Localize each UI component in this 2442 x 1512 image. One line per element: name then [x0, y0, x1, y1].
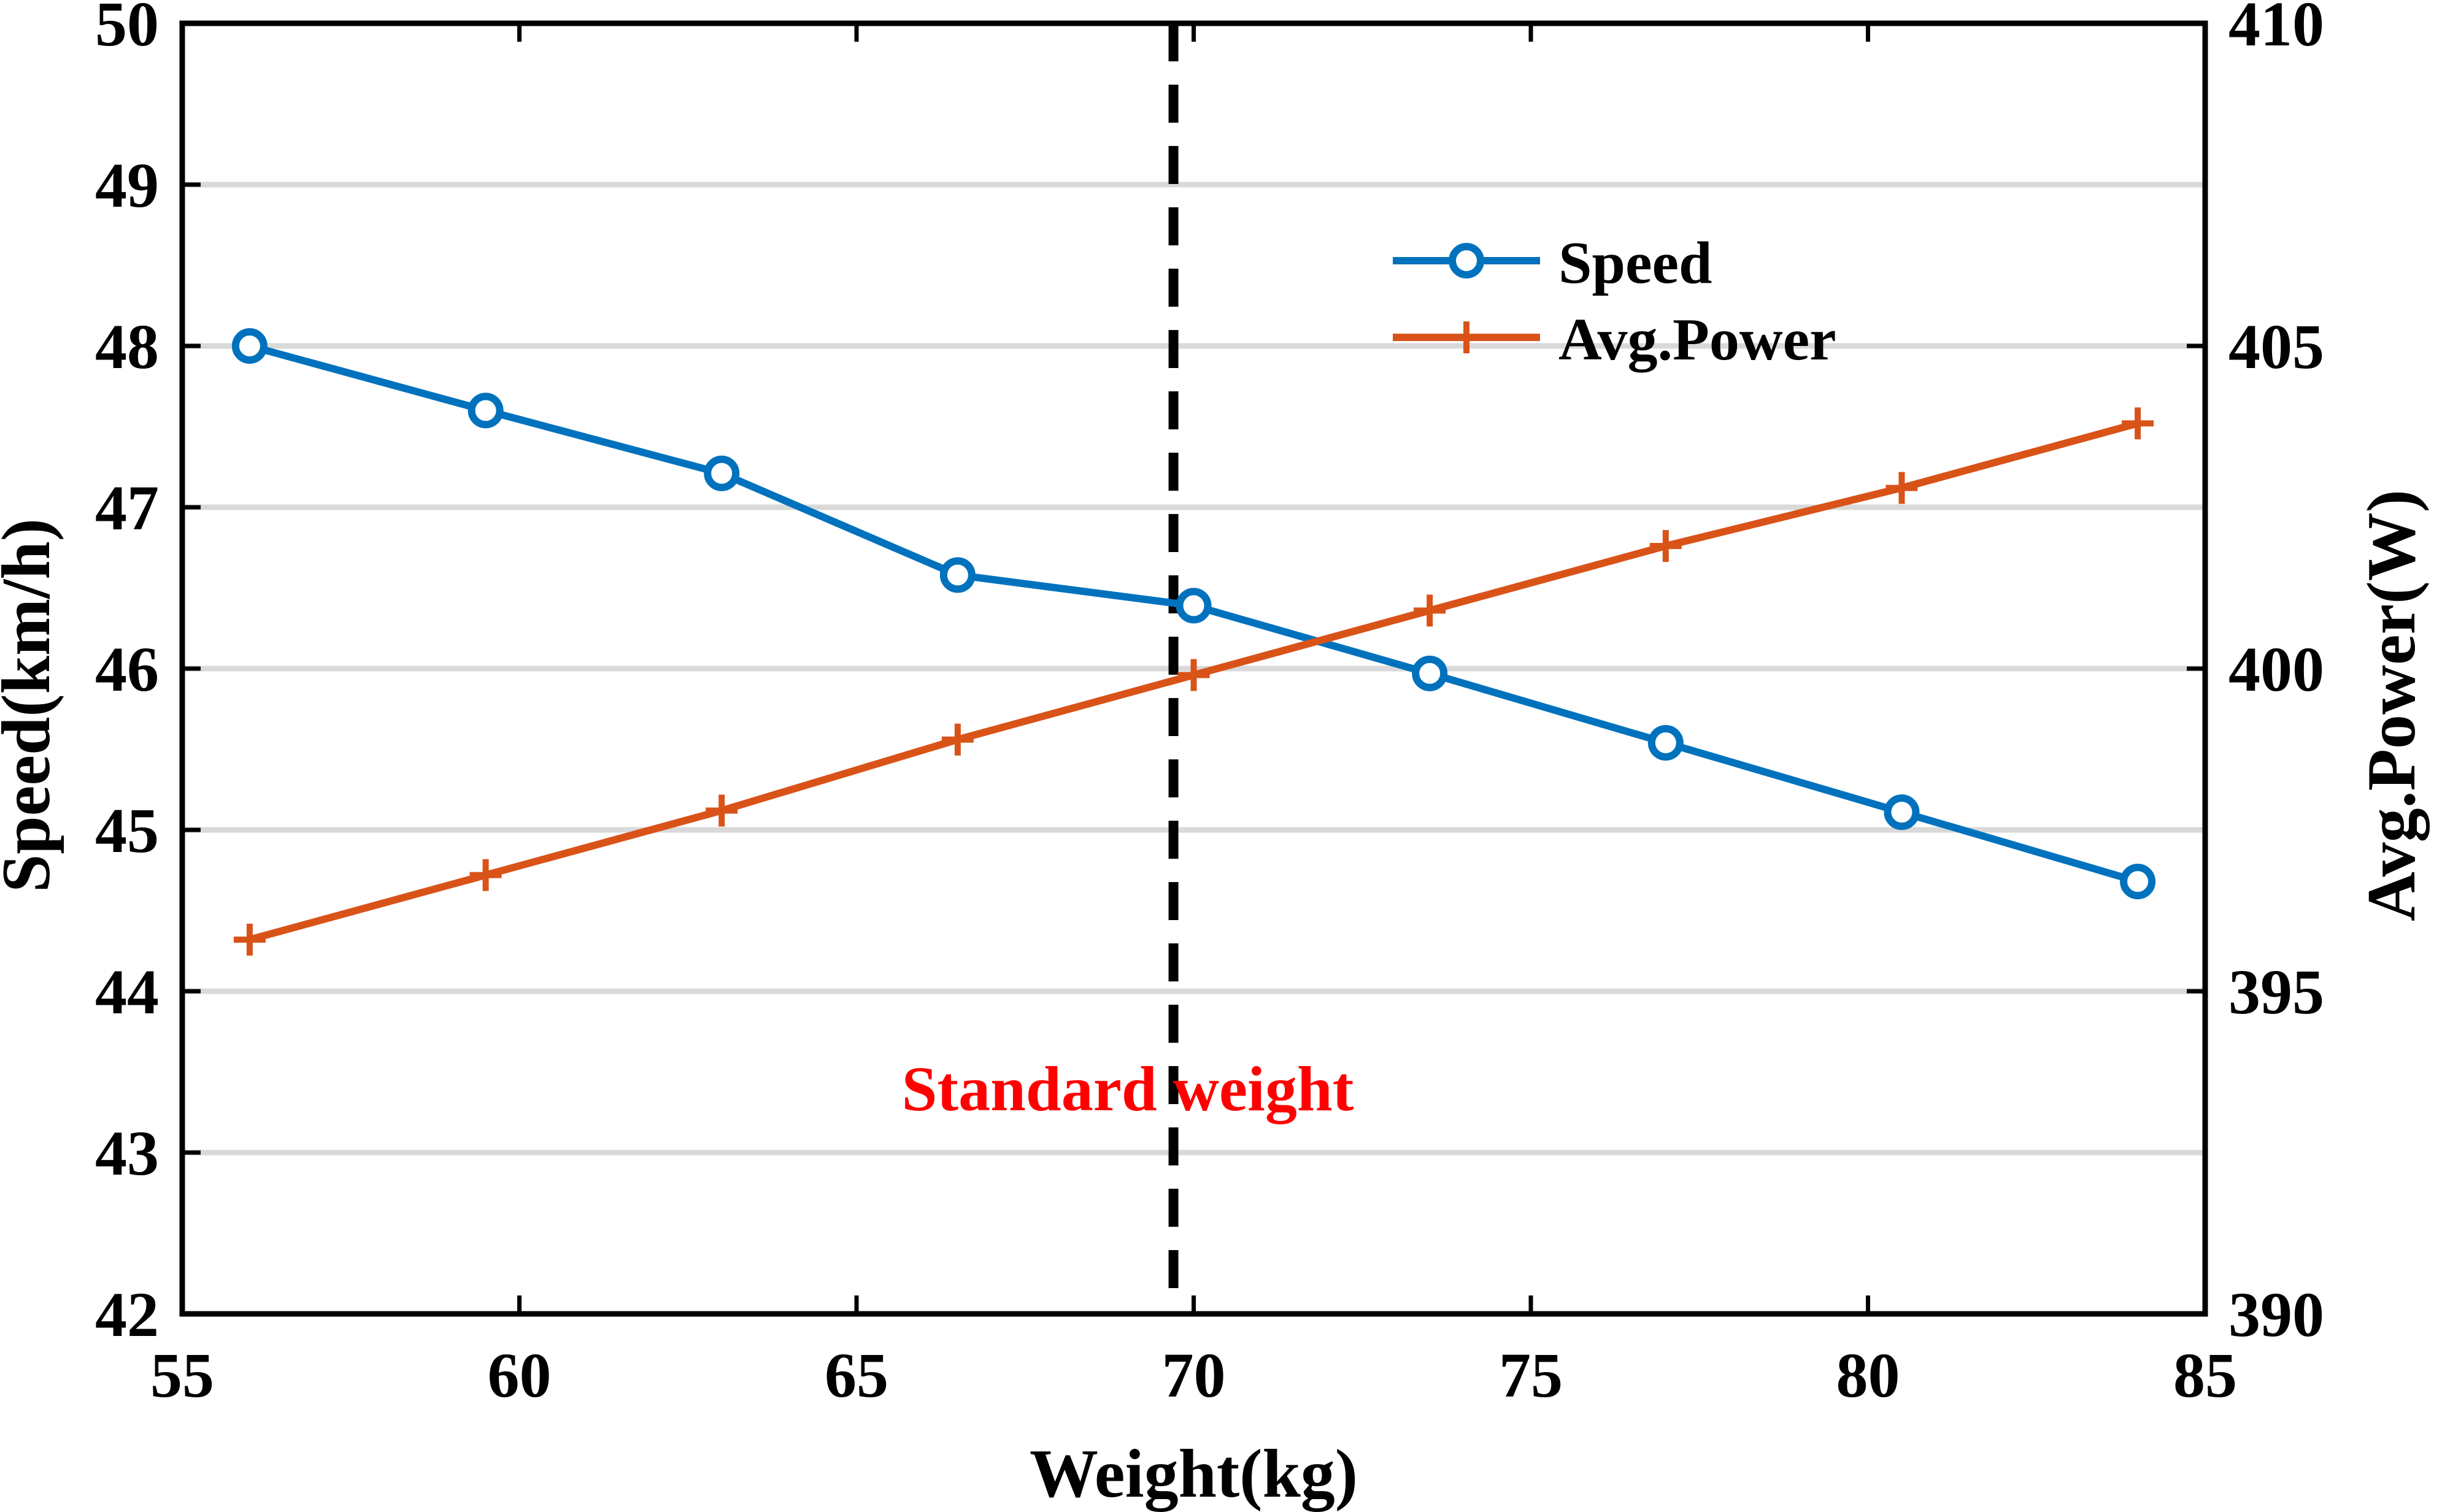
speed-point [1176, 588, 1212, 624]
left-y-axis-label: Speed(km/h) [0, 518, 64, 892]
x-tick-label: 70 [1162, 1340, 1226, 1411]
speed-point [939, 557, 976, 593]
avg-power-point [469, 859, 502, 891]
series-layer [231, 328, 2156, 956]
speed-point [2120, 864, 2156, 900]
speed-point [1884, 794, 1920, 831]
avg-power-point [1414, 594, 1446, 627]
legend-item-avg-power: Avg.Power [1393, 307, 1836, 373]
series-speed [231, 328, 2156, 900]
left-y-tick-label: 45 [95, 796, 159, 866]
right-y-tick-label: 405 [2228, 312, 2324, 382]
x-axis-label: Weight(kg) [1030, 1436, 1358, 1512]
standard-weight-annotation: Standard weight [902, 1054, 1354, 1124]
avg-power-point [941, 723, 974, 756]
legend-item-speed: Speed [1393, 230, 1712, 296]
right-y-tick-label: 410 [2228, 0, 2324, 59]
left-y-tick-label: 42 [95, 1280, 159, 1350]
avg-power-point [1885, 472, 1918, 504]
x-tick-label: 65 [825, 1340, 888, 1411]
legend: Speed Avg.Power [1393, 230, 1836, 373]
left-y-tick-label: 48 [95, 312, 159, 382]
right-y-axis-label: Avg.Power(W) [2354, 489, 2430, 921]
legend-label-avg-power: Avg.Power [1558, 307, 1836, 373]
legend-marker-avg-power [1450, 321, 1482, 353]
x-tick-label: 75 [1499, 1340, 1563, 1411]
x-tick-label: 60 [488, 1340, 552, 1411]
avg-power-point [2122, 407, 2154, 440]
grid-lines [182, 182, 2205, 1156]
left-y-tick-label: 44 [95, 957, 159, 1027]
axis-tick-labels: 55 60 65 70 75 80 85 42 43 44 45 46 47 48 49 50 390 395 40… [95, 0, 2324, 1411]
right-y-tick-label: 395 [2228, 957, 2324, 1027]
left-y-tick-label: 43 [95, 1118, 159, 1189]
right-y-tick-label: 390 [2228, 1280, 2324, 1350]
avg-power-point [1177, 659, 1210, 691]
x-tick-label: 85 [2173, 1340, 2237, 1411]
right-y-tick-label: 400 [2228, 634, 2324, 705]
speed-point [468, 393, 504, 429]
avg-power-point [1649, 530, 1682, 562]
legend-label-speed: Speed [1558, 230, 1712, 296]
axis-ticks [180, 21, 2208, 1316]
x-tick-label: 80 [1836, 1340, 1900, 1411]
series-avg-power [233, 407, 2154, 956]
speed-point [1412, 655, 1448, 691]
left-y-tick-label: 49 [95, 150, 159, 221]
avg-power-point [706, 794, 738, 827]
speed-point [704, 455, 740, 491]
speed-point [231, 328, 268, 364]
legend-marker-speed [1449, 243, 1484, 278]
avg-power-point [233, 923, 266, 956]
speed-point [1647, 724, 1684, 761]
left-y-tick-label: 46 [95, 634, 159, 705]
x-tick-label: 55 [150, 1340, 214, 1411]
left-y-tick-label: 47 [95, 473, 159, 543]
left-y-tick-label: 50 [95, 0, 159, 59]
